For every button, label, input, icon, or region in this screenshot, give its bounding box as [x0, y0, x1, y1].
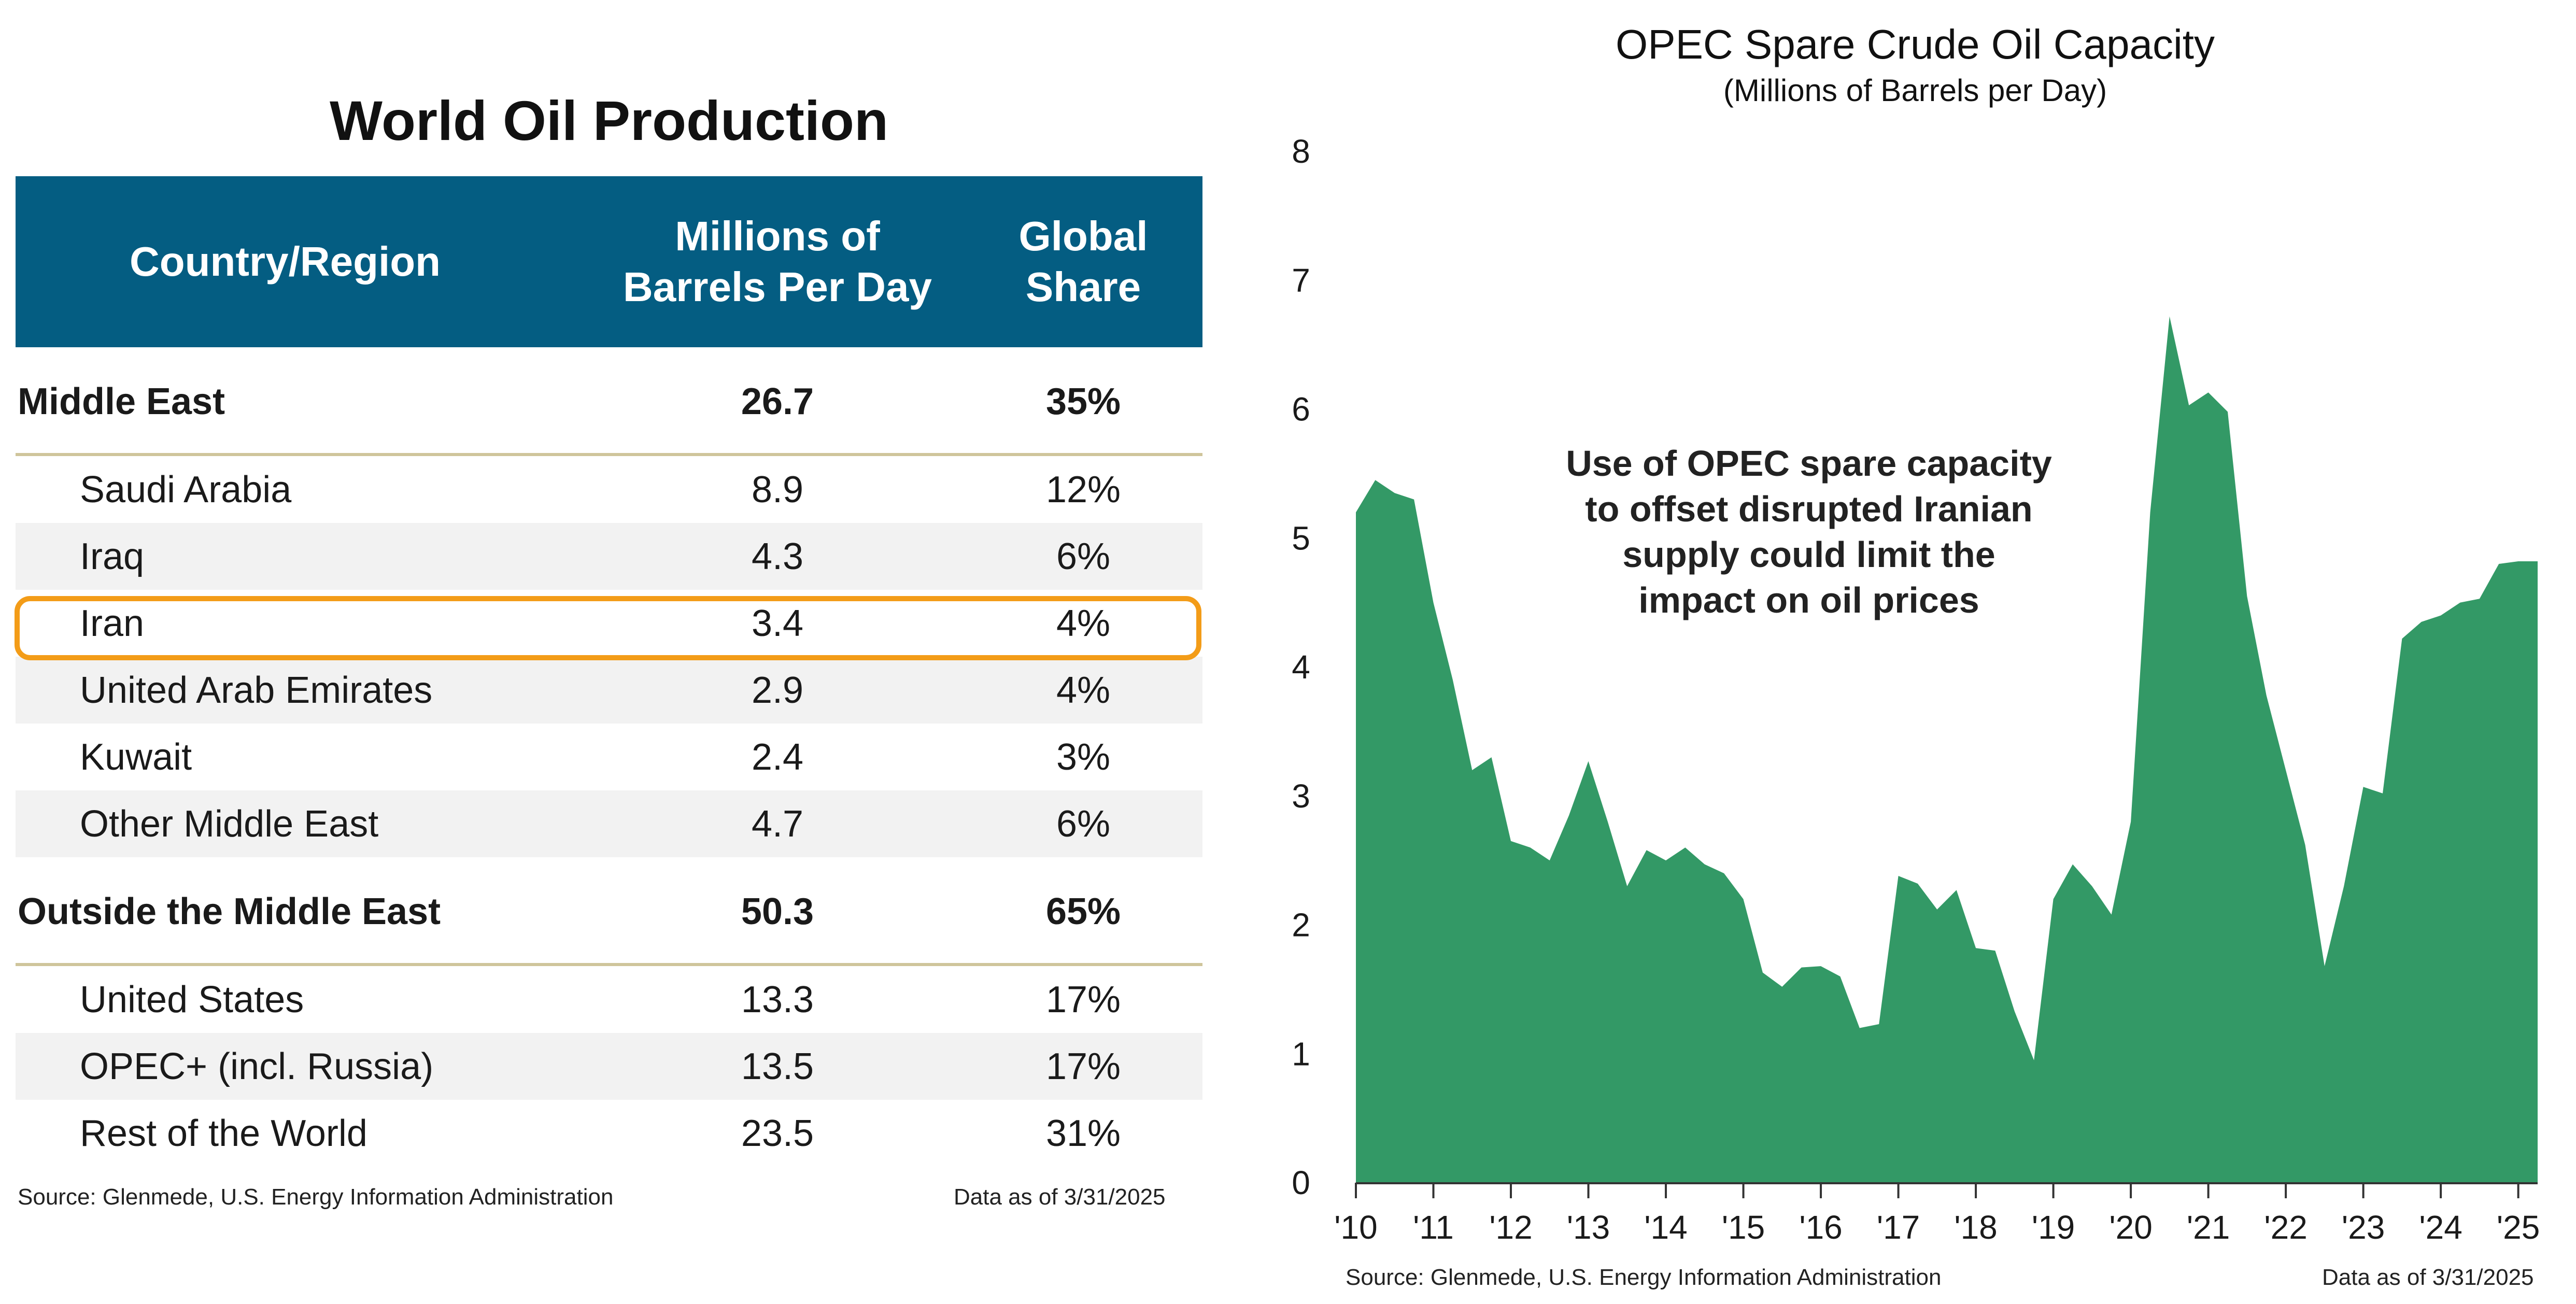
x-tick-label: '14	[1644, 1209, 1687, 1246]
row-share: 4%	[1056, 669, 1111, 711]
y-tick-label: 6	[1292, 391, 1310, 428]
table-row: United States 13.3 17%	[16, 966, 1202, 1033]
chart-source-note: Source: Glenmede, U.S. Energy Informatio…	[1346, 1265, 1942, 1290]
x-tick-label: '13	[1567, 1209, 1610, 1246]
x-tick-label: '21	[2187, 1209, 2230, 1246]
row-value: 26.7	[741, 381, 814, 422]
x-tick-label: '11	[1413, 1209, 1454, 1246]
y-tick-label: 7	[1292, 262, 1310, 299]
header-global-share: Global Share	[1018, 213, 1148, 310]
x-tick-label: '25	[2497, 1209, 2540, 1246]
chart-annotation: Use of OPEC spare capacity to offset dis…	[1566, 443, 2052, 620]
spare-capacity-area-chart: 0 1 2 3 4 5 6 7 8 '10 '11 '12 '13 '14 '15 '16 '17 '18 '19 '…	[1292, 133, 2540, 1246]
row-name: OPEC+ (incl. Russia)	[80, 1045, 434, 1087]
spare-capacity-area	[1356, 316, 2538, 1183]
oil-production-table-panel: World Oil Production Country/Region Mill…	[0, 0, 1213, 1304]
y-tick-label: 8	[1292, 133, 1310, 170]
row-share: 31%	[1045, 1112, 1121, 1154]
row-share: 35%	[1045, 381, 1121, 422]
table-row: Rest of the World 23.5 31%	[16, 1100, 1202, 1167]
y-tick-label: 3	[1292, 777, 1310, 815]
row-value: 3.4	[751, 602, 804, 644]
header-millions-barrels: Millions of Barrels Per Day	[623, 213, 932, 310]
row-value: 23.5	[741, 1112, 814, 1154]
opec-spare-capacity-chart-panel: 0 1 2 3 4 5 6 7 8 '10 '11 '12 '13 '14 '15 '16 '17 '18 '19 '…	[1254, 0, 2576, 1304]
chart-subtitle: (Millions of Barrels per Day)	[1723, 73, 2107, 108]
row-share: 17%	[1045, 979, 1121, 1020]
x-tick-label: '12	[1489, 1209, 1532, 1246]
table-row: OPEC+ (incl. Russia) 13.5 17%	[16, 1033, 1202, 1100]
table-row: Middle East 26.7 35%	[16, 347, 1202, 456]
row-value: 8.9	[751, 469, 804, 511]
table-row: United Arab Emirates 2.9 4%	[16, 657, 1202, 724]
row-value: 4.3	[751, 535, 804, 577]
row-name: Iran	[80, 602, 145, 644]
row-share: 6%	[1056, 803, 1111, 845]
x-tick-label: '17	[1877, 1209, 1920, 1246]
table-row: Kuwait 2.4 3%	[16, 724, 1202, 790]
table-row: Iran 3.4 4%	[16, 590, 1202, 657]
row-share: 65%	[1045, 891, 1121, 932]
iran-highlight-outline	[15, 596, 1201, 660]
chart-title: OPEC Spare Crude Oil Capacity	[1615, 21, 2215, 67]
row-name: United States	[80, 979, 304, 1020]
x-tick-label: '23	[2342, 1209, 2385, 1246]
header-country-region: Country/Region	[130, 238, 441, 285]
table-source-note: Source: Glenmede, U.S. Energy Informatio…	[18, 1184, 614, 1210]
y-tick-label: 5	[1292, 519, 1310, 557]
row-name: Iraq	[80, 535, 145, 577]
y-tick-label: 2	[1292, 906, 1310, 944]
x-tick-label: '24	[2419, 1209, 2462, 1246]
row-value: 13.3	[741, 979, 814, 1020]
row-name: Outside the Middle East	[18, 891, 441, 932]
row-share: 6%	[1056, 535, 1111, 577]
row-share: 17%	[1045, 1045, 1121, 1087]
x-tick-label: '18	[1954, 1209, 1997, 1246]
row-name: Other Middle East	[80, 803, 379, 845]
row-share: 4%	[1056, 602, 1111, 644]
table-row: Other Middle East 4.7 6%	[16, 790, 1202, 857]
row-name: Saudi Arabia	[80, 469, 292, 511]
table-as-of-date: Data as of 3/31/2025	[954, 1184, 1166, 1210]
row-value: 2.9	[751, 669, 804, 711]
chart-as-of-date: Data as of 3/31/2025	[2322, 1265, 2534, 1290]
row-name: Middle East	[18, 381, 225, 422]
table-title: World Oil Production	[330, 89, 888, 152]
table-row: Outside the Middle East 50.3 65%	[16, 857, 1202, 966]
row-value: 2.4	[751, 736, 804, 778]
x-tick-label: '20	[2109, 1209, 2152, 1246]
row-value: 50.3	[741, 891, 814, 932]
table-header: Country/Region Millions of Barrels Per D…	[16, 176, 1202, 347]
x-tick-label: '15	[1722, 1209, 1765, 1246]
y-tick-label: 4	[1292, 648, 1310, 686]
row-value: 4.7	[751, 803, 804, 845]
y-tick-label: 1	[1292, 1035, 1310, 1072]
row-name: Kuwait	[80, 736, 192, 778]
x-tick-label: '16	[1799, 1209, 1842, 1246]
row-value: 13.5	[741, 1045, 814, 1087]
row-name: United Arab Emirates	[80, 669, 433, 711]
table-row: Iraq 4.3 6%	[16, 523, 1202, 590]
row-share: 12%	[1045, 469, 1121, 511]
x-tick-label: '22	[2264, 1209, 2307, 1246]
row-share: 3%	[1056, 736, 1111, 778]
x-tick-label: '19	[2032, 1209, 2075, 1246]
x-tick-label: '10	[1334, 1209, 1377, 1246]
row-name: Rest of the World	[80, 1112, 367, 1154]
y-tick-label: 0	[1292, 1164, 1310, 1201]
table-row: Saudi Arabia 8.9 12%	[16, 456, 1202, 523]
